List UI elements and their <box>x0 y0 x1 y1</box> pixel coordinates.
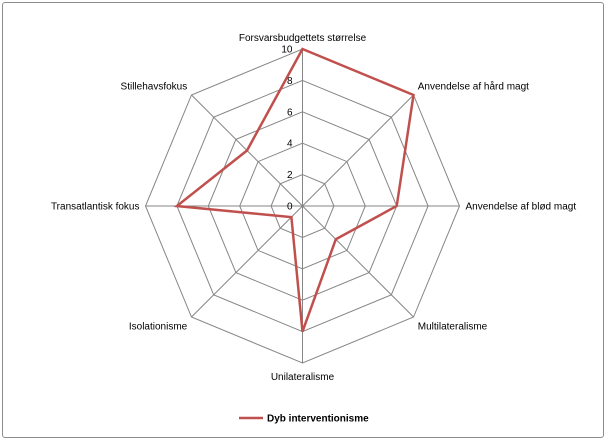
legend-label: Dyb interventionisme <box>267 414 369 425</box>
category-labels: Forsvarsbudgettets størrelse Anvendelse a… <box>51 33 576 383</box>
tick-label: 10 <box>281 45 293 56</box>
radial-tick-labels: 0 2 4 6 8 10 <box>281 45 293 213</box>
tick-label: 2 <box>287 170 293 181</box>
category-label: Forsvarsbudgettets størrelse <box>239 33 367 44</box>
category-label: Stillehavsfokus <box>121 82 188 93</box>
tick-label: 0 <box>287 202 293 213</box>
spoke <box>191 205 303 318</box>
series-layer <box>173 47 415 333</box>
legend: Dyb interventionisme <box>239 414 369 425</box>
category-label: Multilateralisme <box>418 321 488 332</box>
category-label: Transatlantisk fokus <box>51 202 140 213</box>
tick-label: 6 <box>287 107 293 118</box>
category-label: Anvendelse af blød magt <box>466 202 577 213</box>
spoke <box>302 205 414 318</box>
spoke <box>302 94 414 207</box>
tick-label: 8 <box>287 76 293 87</box>
category-label: Anvendelse af hård magt <box>418 81 529 93</box>
radar-spokes <box>145 49 460 363</box>
category-label: Unilateralisme <box>271 372 335 383</box>
series-line <box>173 47 415 333</box>
tick-label: 4 <box>287 139 293 150</box>
category-label: Isolationisme <box>129 321 188 332</box>
